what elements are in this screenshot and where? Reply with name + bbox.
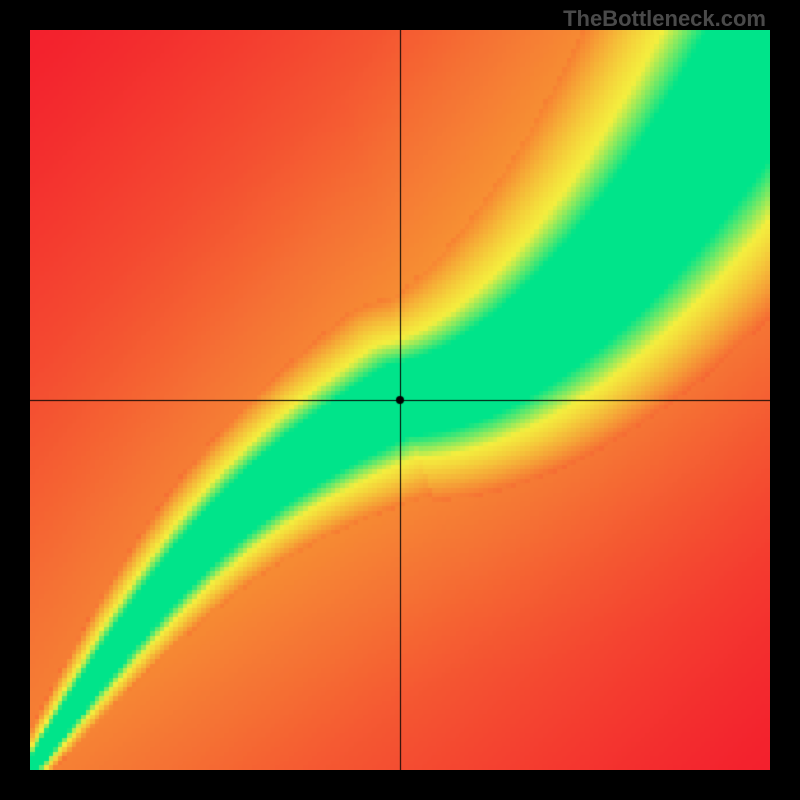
chart-container: TheBottleneck.com [0,0,800,800]
watermark-text: TheBottleneck.com [563,6,766,32]
heatmap-plot [30,30,770,770]
